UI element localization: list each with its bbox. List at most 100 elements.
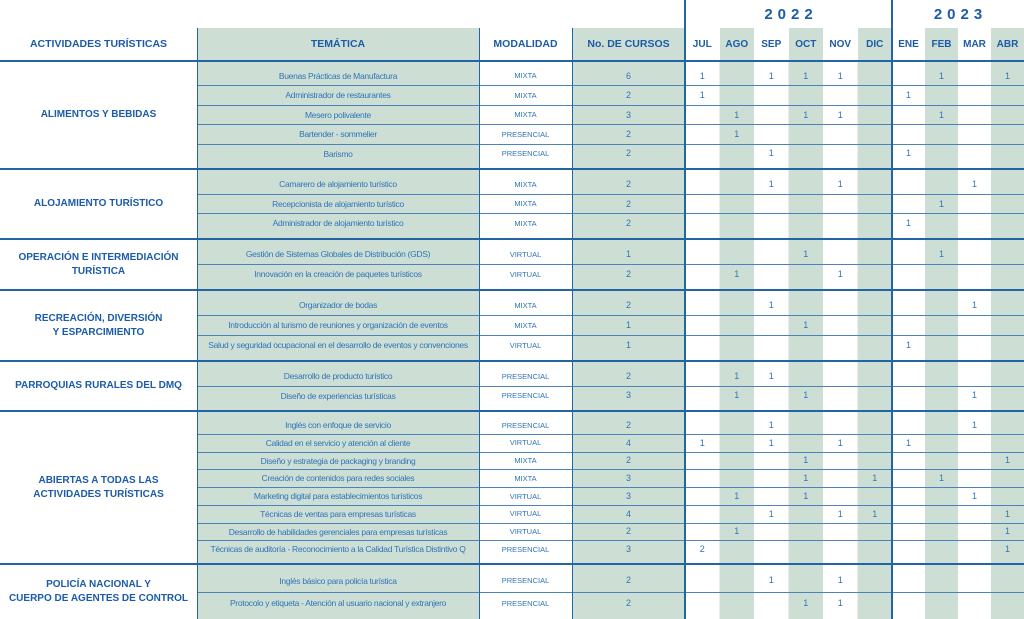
- calendar-divider: [684, 0, 686, 619]
- month-cell-mar: 1: [971, 300, 977, 310]
- month-cell-nov: 1: [837, 178, 843, 189]
- column-divider: [479, 28, 480, 619]
- modalidad-cell: MIXTA: [514, 473, 537, 483]
- month-cell-oct: 1: [803, 455, 809, 466]
- month-cell-sep: 1: [768, 437, 774, 448]
- section-abiertas-a-todas-las-actividades-tur-sticas: ABIERTAS A TODAS LAS ACTIVIDADES TURÍSTI…: [0, 410, 1024, 563]
- month-header-nov: NOV: [829, 38, 852, 50]
- month-cell-mar: 1: [971, 490, 977, 501]
- tematica-cell: Creación de contenidos para redes social…: [261, 473, 415, 484]
- header-cursos: No. DE CURSOS: [572, 28, 685, 60]
- tematica-cell: Barismo: [323, 148, 353, 159]
- modalidad-cell: PRESENCIAL: [501, 149, 550, 159]
- activity-label: RECREACIÓN, DIVERSIÓN Y ESPARCIMIENTO: [34, 312, 163, 338]
- month-cell-sep: 1: [768, 419, 774, 430]
- month-header-oct: OCT: [788, 28, 823, 60]
- section-rows: Gestión de Sistemas Globales de Distribu…: [197, 240, 1024, 289]
- section-alojamiento-tur-stico: ALOJAMIENTO TURÍSTICO Camarero de alojami…: [0, 168, 1024, 238]
- section-parroquias-rurales-del-dmq: PARROQUIAS RURALES DEL DMQ Desarrollo de …: [0, 360, 1024, 410]
- month-cell-ago: 1: [734, 109, 740, 120]
- course-row: Camarero de alojamiento turístico MIXTA 2 1…: [197, 175, 1024, 194]
- course-row: Diseño de experiencias turísticas PRESENC…: [197, 385, 1024, 406]
- year-2023: 2023: [933, 5, 988, 23]
- tematica-cell: Innovación en la creación de paquetes tu…: [254, 269, 422, 280]
- month-header-ago: AGO: [719, 28, 754, 60]
- month-cell-ago: 1: [734, 128, 740, 139]
- month-cell-abr: 1: [1004, 526, 1010, 537]
- modalidad-cell: VIRTUAL: [509, 438, 542, 448]
- modalidad-cell: MIXTA: [514, 300, 537, 310]
- cursos-cell: 3: [625, 390, 631, 401]
- modalidad-cell: VIRTUAL: [509, 340, 542, 350]
- year-divider: [891, 0, 893, 619]
- month-cell-nov: 1: [837, 575, 843, 586]
- month-cell-nov: 1: [837, 437, 843, 448]
- cursos-cell: 6: [625, 70, 631, 81]
- section-rows: Inglés básico para policía turística PRES…: [197, 565, 1024, 619]
- month-cell-ene: 1: [905, 437, 911, 448]
- course-row: Introducción al turismo de reuniones y o…: [197, 315, 1024, 335]
- cursos-cell: 4: [625, 437, 631, 448]
- cursos-cell: 2: [625, 597, 631, 608]
- month-cell-dic: 1: [872, 473, 878, 484]
- month-header-abr: ABR: [991, 28, 1024, 60]
- modalidad-cell: PRESENCIAL: [501, 544, 550, 554]
- tematica-cell: Mesero polivalente: [305, 109, 371, 120]
- month-cell-ago: 1: [734, 370, 740, 381]
- course-row: Técnicas de ventas para empresas turísti…: [197, 504, 1024, 523]
- tematica-cell: Técnicas de ventas para empresas turísti…: [260, 508, 416, 519]
- month-cell-oct: 1: [803, 473, 809, 484]
- modalidad-cell: MIXTA: [514, 71, 537, 81]
- modalidad-cell: VIRTUAL: [509, 527, 542, 537]
- table-header: 2022 2023 ACTIVIDADES TURÍSTICAS TEMÁTIC…: [0, 0, 1024, 62]
- month-cell-oct: 1: [803, 390, 809, 401]
- month-cell-sep: 1: [768, 370, 774, 381]
- course-row: Inglés con enfoque de servicio PRESENCIAL…: [197, 417, 1024, 434]
- cursos-cell: 3: [625, 473, 631, 484]
- month-cell-ago: 1: [734, 526, 740, 537]
- modalidad-cell: VIRTUAL: [509, 249, 542, 259]
- section-operaci-n-e-intermediaci-n-tur-stica: OPERACIÓN E INTERMEDIACIÓN TURÍSTICA Gest…: [0, 238, 1024, 289]
- month-cell-jul: 2: [699, 544, 705, 555]
- month-cell-sep: 1: [768, 178, 774, 189]
- month-cell-oct: 1: [803, 490, 809, 501]
- month-header-dic: DIC: [857, 28, 892, 60]
- month-cell-ene: 1: [905, 218, 911, 229]
- tematica-cell: Diseño y estrategia de packaging y brand…: [260, 455, 416, 466]
- course-row: Calidad en el servicio y atención al cli…: [197, 433, 1024, 452]
- modalidad-cell: MIXTA: [514, 199, 537, 209]
- tematica-cell: Desarrollo de habilidades gerenciales pa…: [228, 526, 448, 537]
- course-row: Organizador de bodas MIXTA 2 1 1: [197, 296, 1024, 315]
- course-row: Desarrollo de habilidades gerenciales pa…: [197, 522, 1024, 541]
- activity-label: PARROQUIAS RURALES DEL DMQ: [15, 380, 182, 391]
- modalidad-cell: VIRTUAL: [509, 269, 542, 279]
- tematica-cell: Organizador de bodas: [298, 300, 378, 311]
- month-cell-nov: 1: [837, 109, 843, 120]
- tematica-cell: Técnicas de auditoría - Reconocimiento a…: [210, 544, 466, 555]
- tematica-cell: Protocolo y etiqueta - Atención al usuar…: [229, 598, 447, 608]
- tematica-cell: Inglés con enfoque de servicio: [285, 420, 391, 431]
- month-cell-oct: 1: [803, 597, 809, 608]
- course-row: Salud y seguridad ocupacional en el desa…: [197, 335, 1024, 355]
- modalidad-cell: PRESENCIAL: [501, 420, 550, 430]
- month-cell-abr: 1: [1004, 508, 1010, 519]
- month-cell-ene: 1: [905, 340, 911, 350]
- month-cell-sep: 1: [768, 300, 774, 310]
- course-row: Recepcionista de alojamiento turístico MI…: [197, 193, 1024, 214]
- modalidad-cell: VIRTUAL: [509, 491, 542, 501]
- month-cell-ago: 1: [734, 390, 740, 401]
- cursos-cell: 2: [625, 419, 631, 430]
- modalidad-cell: MIXTA: [514, 110, 537, 120]
- month-cell-feb: 1: [938, 249, 944, 259]
- month-cell-sep: 1: [768, 70, 774, 81]
- cursos-cell: 2: [625, 218, 631, 229]
- section-rows: Desarrollo de producto turístico PRESENCI…: [197, 362, 1024, 410]
- cursos-cell: 2: [625, 575, 631, 586]
- month-cell-mar: 1: [971, 390, 977, 401]
- activity-label: ABIERTAS A TODAS LAS ACTIVIDADES TURÍSTI…: [33, 474, 164, 500]
- course-row: Creación de contenidos para redes social…: [197, 469, 1024, 487]
- section-rows: Inglés con enfoque de servicio PRESENCIAL…: [197, 412, 1024, 563]
- course-row: Desarrollo de producto turístico PRESENCI…: [197, 367, 1024, 386]
- section-rows: Camarero de alojamiento turístico MIXTA 2 1…: [197, 170, 1024, 238]
- section-polic-a-nacional-y-cuerpo-de-agentes-de-control: POLICÍA NACIONAL Y CUERPO DE AGENTES DE …: [0, 563, 1024, 619]
